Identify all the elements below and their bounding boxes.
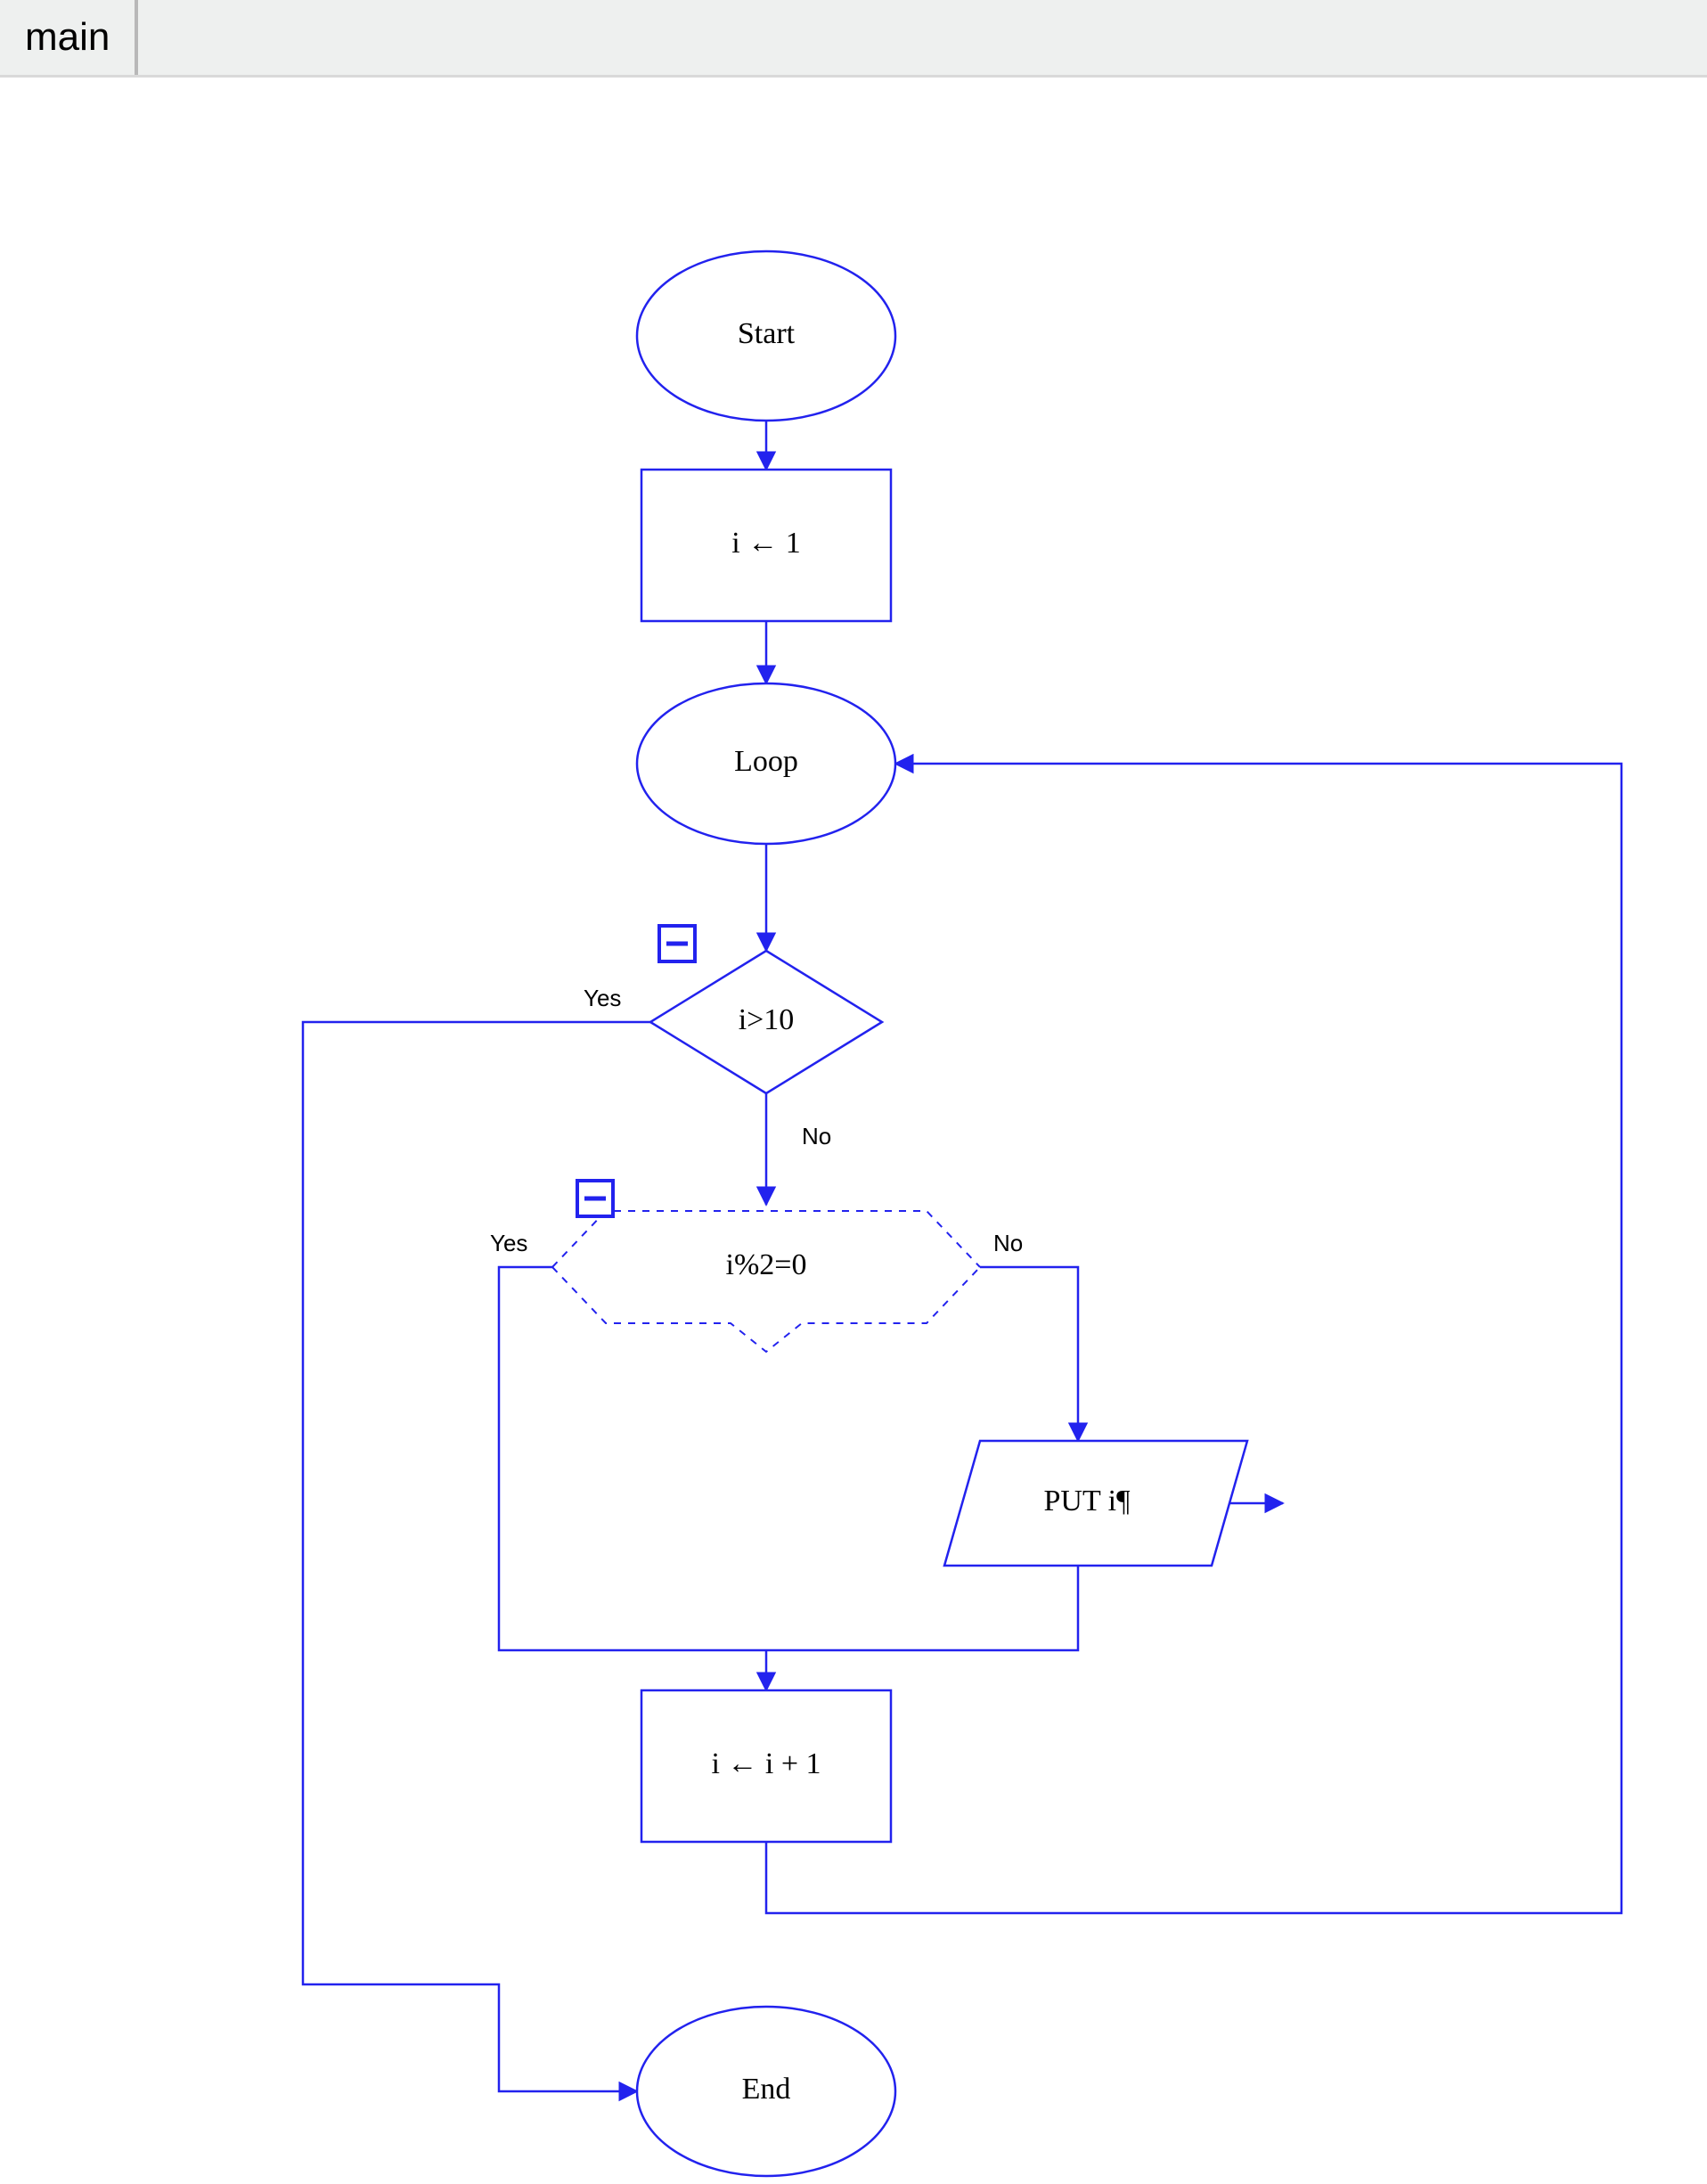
node-incr-label: i ← i + 1 [711, 1747, 821, 1780]
flowchart-canvas: Yes No Yes No Start i ← 1 Loop i>10 i%2=… [0, 78, 1707, 2184]
node-init-label: i ← 1 [731, 527, 800, 560]
node-cond2-label: i%2=0 [726, 1248, 807, 1281]
collapse-icon[interactable] [577, 1181, 613, 1216]
tab-label: main [25, 15, 110, 60]
edge-label-no-2: No [993, 1230, 1023, 1256]
tab-bar: main [0, 0, 1707, 78]
node-end-label: End [742, 2073, 791, 2106]
edge-cond2-no-output [980, 1267, 1078, 1441]
node-cond2[interactable] [552, 1211, 980, 1352]
edge-cond2-yes-merge [499, 1267, 766, 1650]
node-loop-label: Loop [734, 745, 798, 778]
edge-output-merge [766, 1566, 1078, 1650]
node-start-label: Start [738, 317, 796, 350]
collapse-icon[interactable] [659, 926, 695, 961]
edge-incr-loop-back [766, 764, 1621, 1913]
edge-label-no-1: No [802, 1123, 831, 1149]
node-cond1-label: i>10 [739, 1003, 795, 1036]
node-output-label: PUT i¶ [1044, 1485, 1131, 1517]
edge-label-yes-2: Yes [490, 1230, 527, 1256]
tab-main[interactable]: main [0, 0, 138, 75]
edge-label-yes-1: Yes [584, 985, 621, 1011]
